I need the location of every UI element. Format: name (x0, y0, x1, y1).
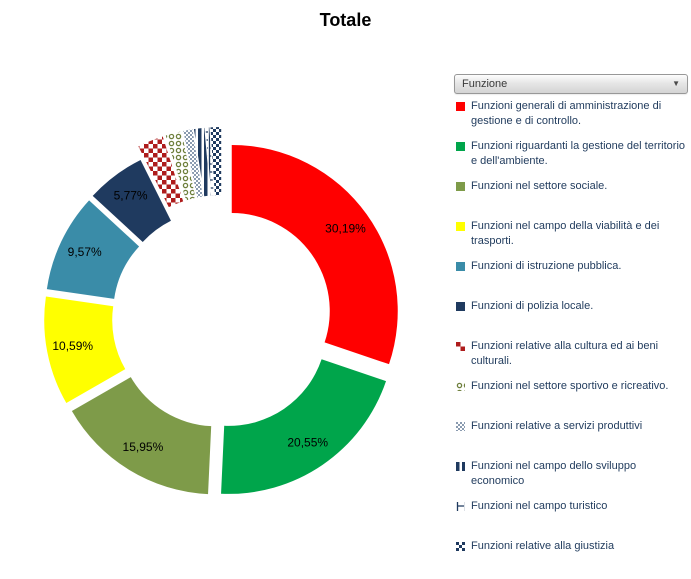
slice-percentage-label: 9,57% (68, 245, 102, 259)
legend-item-label: Funzioni relative alla cultura ed ai ben… (471, 340, 659, 367)
legend-swatch-icon (456, 222, 465, 231)
pie-slice-8[interactable] (165, 131, 196, 201)
pie-slice-9[interactable] (183, 129, 203, 198)
pie-slice-6[interactable] (92, 159, 171, 242)
slice-percentage-label: 15,95% (123, 440, 164, 454)
legend-swatch-icon (456, 342, 465, 351)
slice-percentage-label: 5,77% (114, 189, 148, 203)
legend-item-label: Funzioni relative alla giustizia (471, 540, 615, 552)
pie-slice-12[interactable] (210, 127, 222, 196)
legend-swatch-icon (456, 382, 465, 391)
legend-item-label: Funzioni di istruzione pubblica. (471, 260, 622, 272)
legend-swatch-icon (456, 542, 465, 551)
legend-item-label: Funzioni nel campo dello sviluppo econom… (471, 460, 637, 487)
legend-item-label: Funzioni nel campo turistico (471, 500, 608, 512)
legend-item: Funzioni riguardanti la gestione del ter… (456, 139, 690, 179)
legend-swatch-icon (456, 142, 465, 151)
legend-item: Funzioni relative alla cultura ed ai ben… (456, 339, 690, 379)
slice-percentage-label: 20,55% (287, 436, 328, 450)
legend-item-label: Funzioni nel settore sociale. (471, 180, 608, 192)
chart-legend: Funzioni generali di amministrazione di … (456, 99, 690, 579)
legend-swatch-icon (456, 262, 465, 271)
pie-slice-10[interactable] (193, 127, 211, 197)
pie-slice-7[interactable] (138, 136, 184, 208)
funzione-dropdown[interactable]: Funzione ▼ (454, 74, 688, 94)
legend-item-label: Funzioni relative a servizi produttivi (471, 420, 643, 432)
legend-item-label: Funzioni nel settore sportivo e ricreati… (471, 380, 669, 392)
legend-item: Funzioni relative a servizi produttivi (456, 419, 690, 459)
legend-item-label: Funzioni generali di amministrazione di … (471, 100, 662, 127)
pie-slice-4[interactable] (44, 296, 126, 404)
legend-swatch-icon (456, 302, 465, 311)
chevron-down-icon: ▼ (672, 79, 680, 88)
funzione-dropdown-value: Funzione (462, 78, 508, 90)
legend-item: Funzioni di polizia locale. (456, 299, 690, 339)
pie-slice-11[interactable] (205, 127, 214, 196)
legend-item-label: Funzioni nel campo della viabilità e dei… (471, 220, 660, 247)
legend-item: Funzioni generali di amministrazione di … (456, 99, 690, 139)
legend-item-label: Funzioni di polizia locale. (471, 300, 594, 312)
legend-item-label: Funzioni riguardanti la gestione del ter… (471, 140, 686, 167)
legend-item: Funzioni nel campo dello sviluppo econom… (456, 459, 690, 499)
pie-slice-5[interactable] (46, 200, 140, 299)
legend-item: Funzioni nel settore sportivo e ricreati… (456, 379, 690, 419)
pie-slice-1[interactable] (231, 145, 398, 365)
legend-item: Funzioni nel campo della viabilità e dei… (456, 219, 690, 259)
chart-title: Totale (319, 10, 372, 30)
legend-swatch-icon (456, 102, 465, 111)
legend-swatch-icon (456, 502, 465, 511)
slice-percentage-label: 10,59% (52, 339, 93, 353)
slice-percentage-label: 30,19% (325, 222, 366, 236)
legend-item: Funzioni relative alla giustizia (456, 539, 690, 579)
legend-item: Funzioni nel settore sociale. (456, 179, 690, 219)
legend-swatch-icon (456, 422, 465, 431)
legend-swatch-icon (456, 182, 465, 191)
legend-swatch-icon (456, 462, 465, 471)
legend-item: Funzioni nel campo turistico (456, 499, 690, 539)
pie-slice-2[interactable] (221, 359, 387, 494)
legend-item: Funzioni di istruzione pubblica. (456, 259, 690, 299)
pie-slice-3[interactable] (71, 377, 212, 495)
